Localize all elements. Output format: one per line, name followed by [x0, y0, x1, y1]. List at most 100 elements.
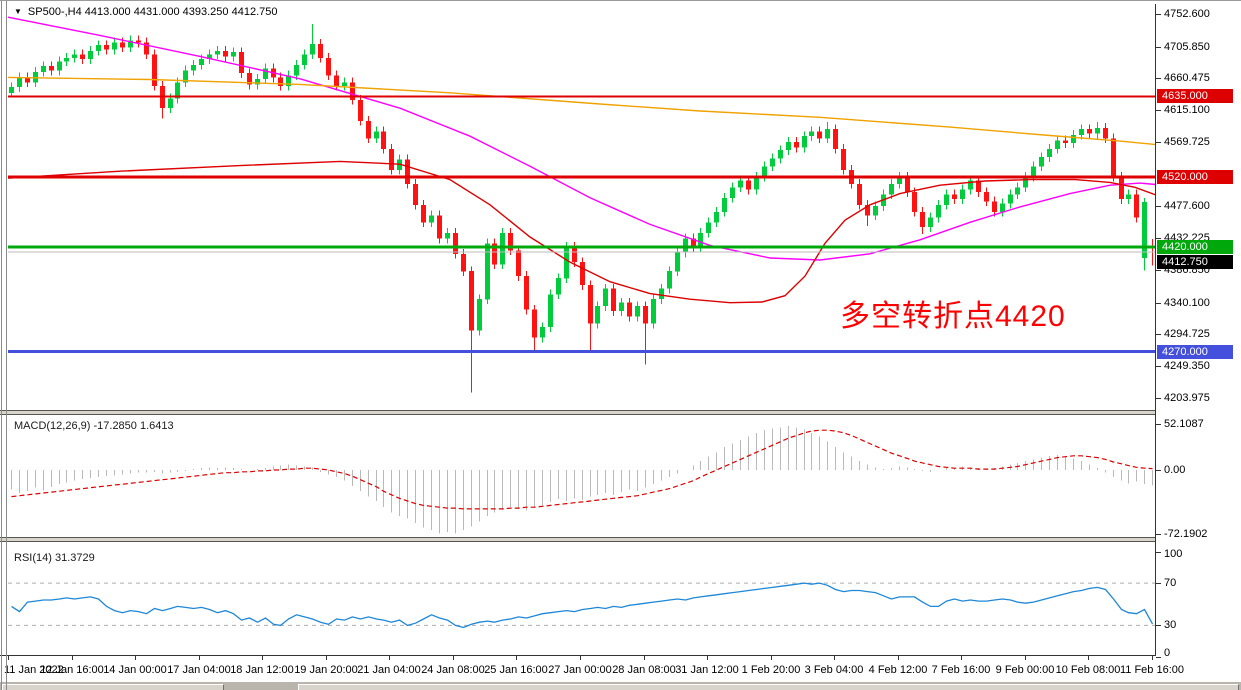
symbol-dropdown-icon[interactable]: ▼ [14, 7, 22, 16]
candle-body [1039, 157, 1044, 167]
axis-tick [1156, 470, 1161, 471]
rsi-panel[interactable] [0, 543, 1156, 656]
time-label: 17 Jan 04:00 [167, 664, 231, 676]
price-badge-4420.000: 4420.000 [1157, 240, 1233, 254]
time-label: 11 Jan 2022 [4, 664, 64, 676]
candle-body [1063, 140, 1068, 144]
price-axis-column[interactable]: 4752.600 4705.850 4660.475 4615.100 4569.725… [1156, 1, 1241, 682]
candles [9, 24, 1155, 393]
candle-body [294, 64, 299, 76]
price-tick-label: 4294.725 [1164, 328, 1210, 340]
price-tick-label: 4569.725 [1164, 136, 1210, 148]
candle-body [421, 204, 426, 223]
candle-body [255, 78, 260, 85]
panel-splitter-2[interactable] [0, 537, 1241, 542]
candle-body [968, 180, 973, 190]
candle-body [873, 206, 878, 216]
macd-signal-line [11, 429, 1153, 510]
time-label: 11 Feb 16:00 [1119, 664, 1185, 676]
candle-body [984, 192, 989, 202]
candle-body [57, 61, 62, 71]
candle-body [714, 211, 719, 223]
time-tick [1025, 656, 1026, 660]
panel-splitter-1[interactable] [0, 410, 1241, 415]
candle-body [350, 82, 355, 100]
candle-body [88, 50, 93, 60]
candle-body [1071, 134, 1076, 144]
axis-tick [1156, 303, 1161, 304]
time-tick [326, 656, 327, 660]
price-chart-svg[interactable] [0, 4, 1156, 410]
rsi-tick-label: 30 [1164, 619, 1177, 631]
candle-body [635, 306, 640, 317]
candle-body [453, 232, 458, 254]
time-label: 9 Feb 00:00 [995, 664, 1055, 676]
macd-name: MACD(12,26,9) [14, 420, 91, 432]
candle-body [413, 183, 418, 205]
candle-body [928, 217, 933, 228]
time-label: 31 Jan 12:00 [675, 664, 739, 676]
bottom-panel-edge-left [2, 684, 224, 690]
axis-tick [1156, 398, 1161, 399]
candle-body [389, 148, 394, 170]
time-tick [72, 656, 73, 660]
candle-body [278, 77, 283, 86]
rsi-chart-svg[interactable] [0, 543, 1156, 655]
time-tick [199, 656, 200, 660]
candle-body [1119, 176, 1124, 200]
candle-body [746, 180, 751, 190]
candle-body [889, 183, 894, 195]
time-tick [453, 656, 454, 660]
axis-tick [1156, 583, 1161, 584]
candle-body [112, 42, 117, 50]
candle-body [381, 131, 386, 149]
candle-body [619, 302, 624, 312]
candle-body [667, 271, 672, 289]
axis-tick [1156, 552, 1161, 553]
axis-tick [1156, 78, 1161, 79]
candle-body [651, 299, 656, 324]
time-label: 18 Jan 12:00 [230, 664, 294, 676]
macd-chart-svg[interactable] [0, 415, 1156, 537]
candle-body [263, 68, 268, 79]
axis-tick [1156, 270, 1161, 271]
candle-body [183, 70, 188, 83]
price-badge-4412.750: 4412.750 [1157, 255, 1233, 269]
candle-body [595, 306, 600, 324]
axis-tick [1156, 47, 1161, 48]
horizontal-level-lines [8, 95, 1156, 354]
candle-body [1047, 148, 1052, 158]
price-tick-label: 4705.850 [1164, 41, 1210, 53]
candle-body [730, 187, 735, 198]
macd-tick-label: 0.00 [1164, 464, 1186, 476]
candle-body [485, 243, 490, 300]
macd-panel[interactable] [0, 415, 1156, 537]
time-label: 25 Jan 16:00 [484, 664, 548, 676]
time-label: 10 Feb 08:00 [1055, 664, 1121, 676]
candle-body [691, 238, 696, 247]
time-label: 28 Jan 08:00 [612, 664, 676, 676]
candle-body [500, 232, 505, 265]
time-tick [1152, 656, 1153, 660]
axis-tick [1156, 238, 1161, 239]
candle-body [191, 64, 196, 71]
time-label: 4 Feb 12:00 [868, 664, 928, 676]
time-tick [1088, 656, 1089, 660]
candle-body [1055, 140, 1060, 149]
rsi-tick-label: 100 [1164, 548, 1183, 560]
time-tick [707, 656, 708, 660]
symbol-title[interactable]: ▼ SP500-,H4 4413.000 4431.000 4393.250 44… [14, 6, 277, 18]
candle-body [358, 99, 363, 121]
candle-body [508, 232, 513, 251]
axis-tick [1156, 110, 1161, 111]
candle-body [1126, 194, 1131, 200]
price-panel[interactable] [0, 4, 1156, 410]
candle-body [603, 288, 608, 307]
candle-body [1087, 129, 1092, 134]
candle-body [1134, 194, 1139, 218]
price-tick-label: 4752.600 [1164, 8, 1210, 20]
candle-body [643, 306, 648, 324]
candle-body [738, 180, 743, 188]
axis-tick [1156, 534, 1161, 535]
